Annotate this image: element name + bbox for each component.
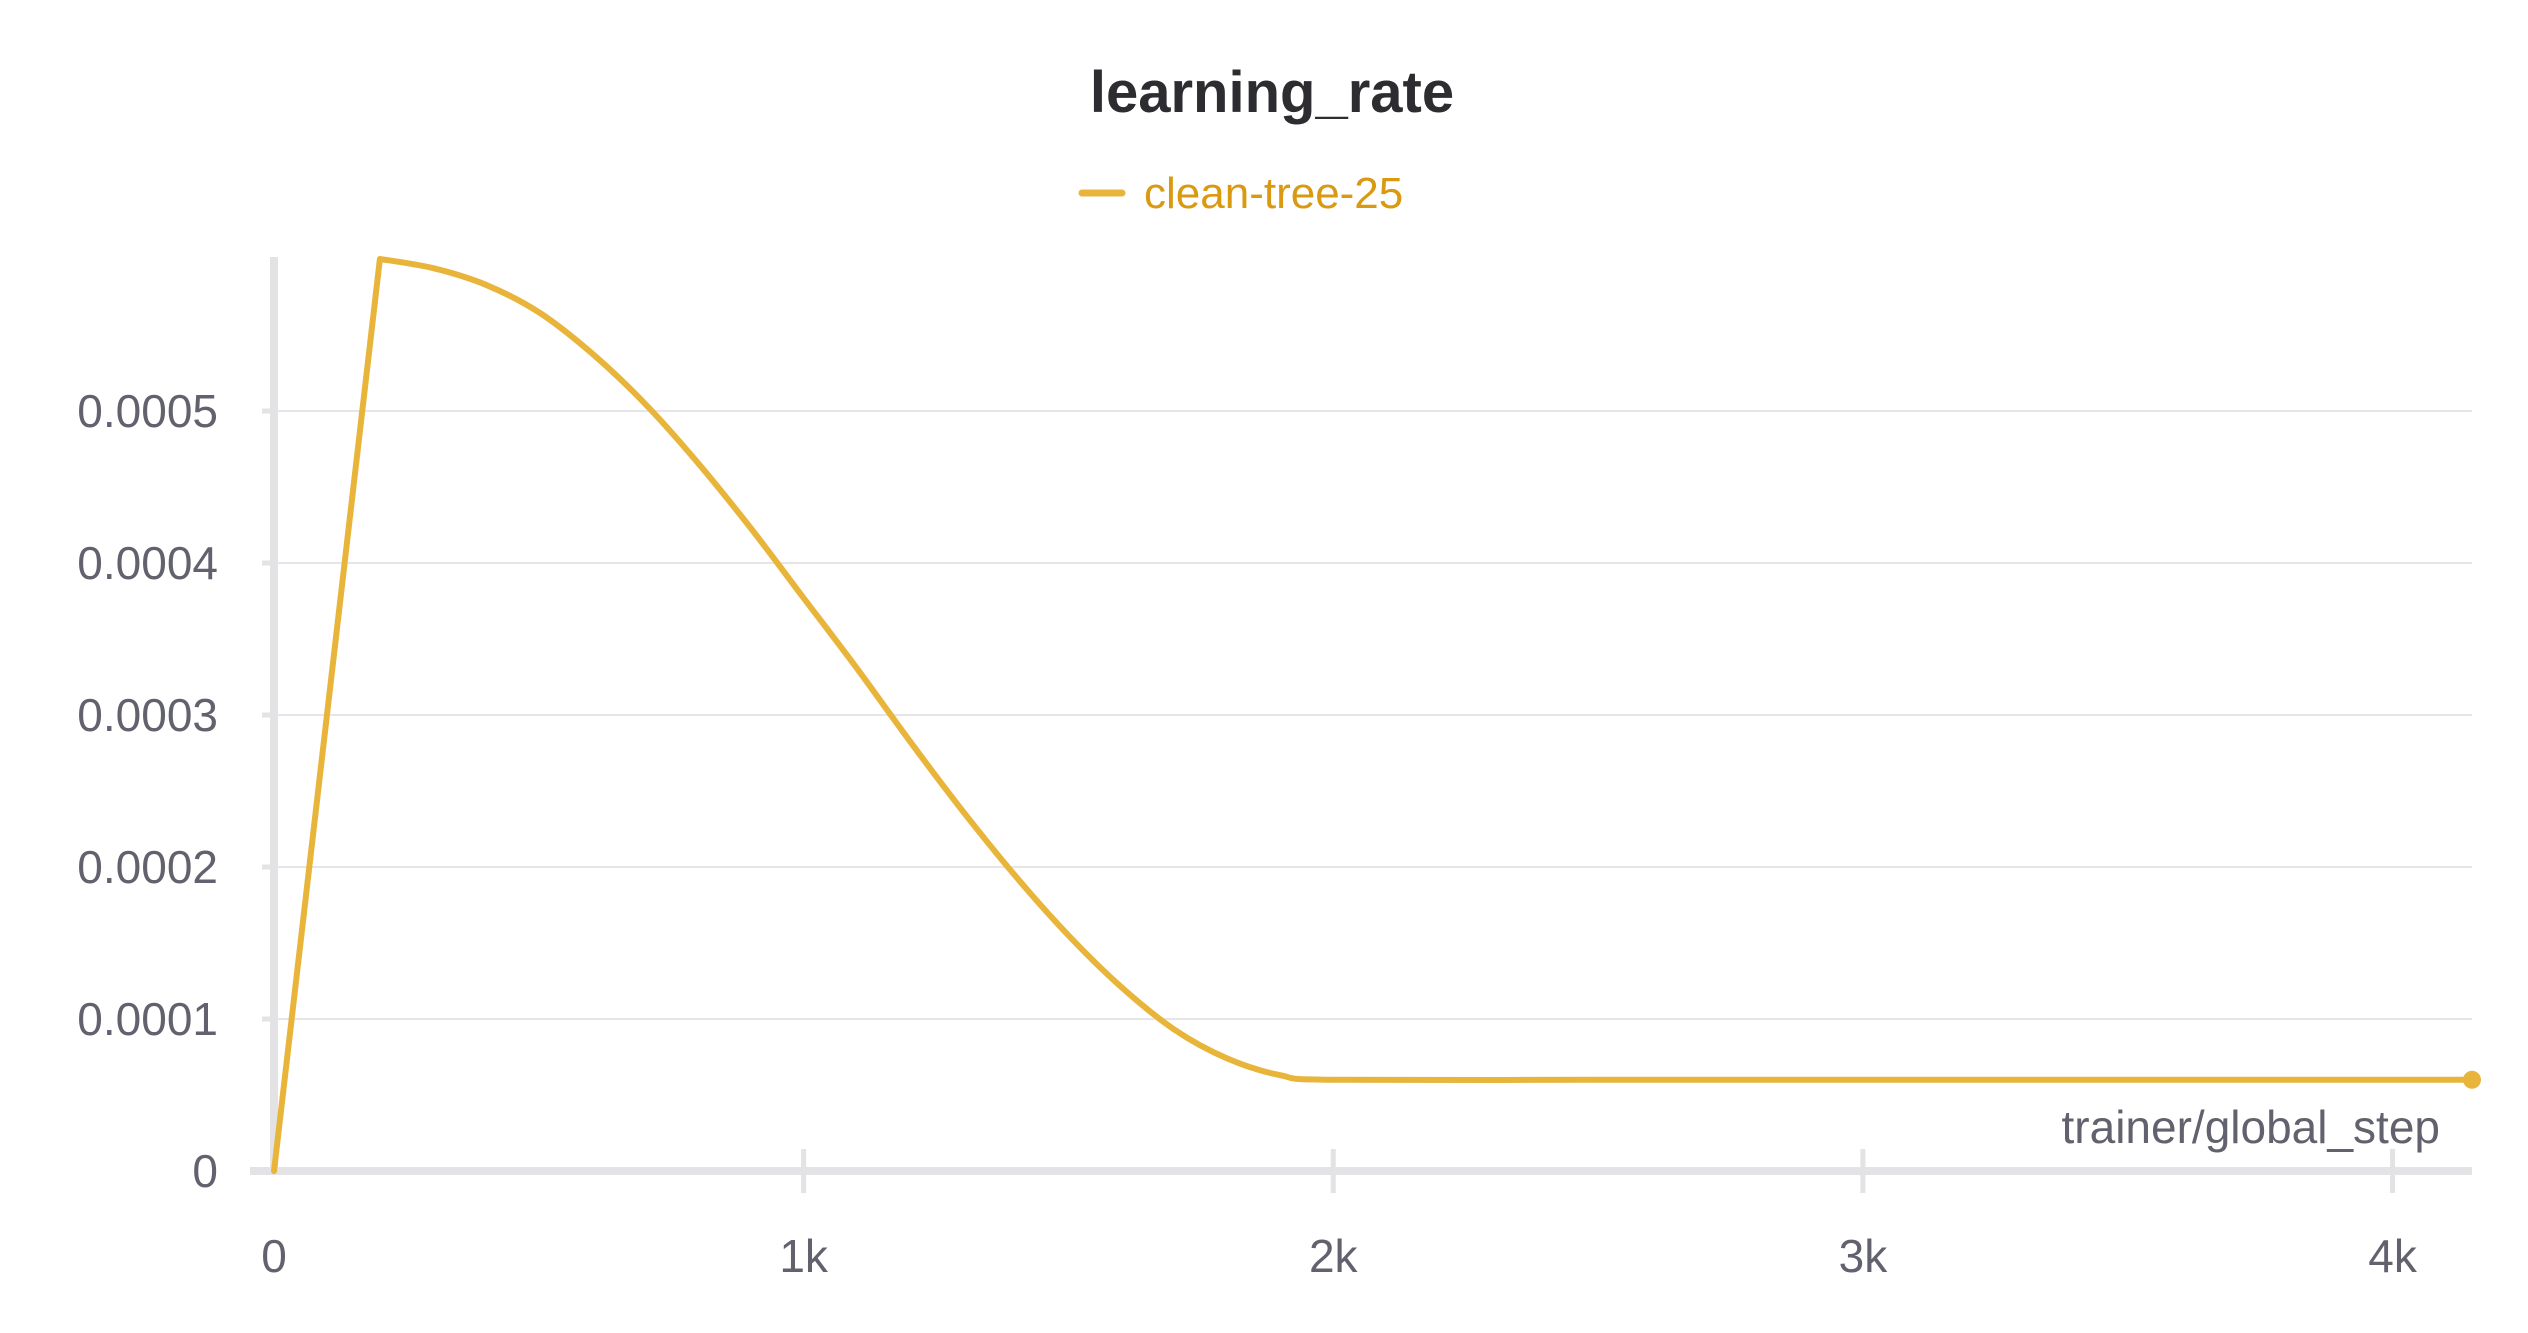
x-axis-title: trainer/global_step	[2062, 1101, 2440, 1153]
y-tick-label: 0.0002	[77, 841, 218, 893]
legend-label-clean-tree-25[interactable]: clean-tree-25	[1144, 169, 1403, 218]
x-tick-label: 4k	[2368, 1230, 2418, 1282]
series-endpoint-marker[interactable]	[2463, 1070, 2481, 1089]
series-line-clean-tree-25[interactable]	[271, 256, 2475, 1174]
series-layer	[271, 256, 2481, 1174]
legend[interactable]: clean-tree-25	[1078, 169, 1403, 218]
grid-layer	[274, 410, 2472, 1020]
y-tick-label: 0.0001	[77, 993, 218, 1045]
axes-layer	[250, 257, 2472, 1193]
labels-layer: 0 0.0001 0.0002 0.0003 0.0004 0.0005 0 1k 2k 3k 4k	[77, 385, 2418, 1282]
x-tick-label: 1k	[779, 1230, 829, 1282]
x-tick-label: 3k	[1839, 1230, 1889, 1282]
y-tick-label: 0.0005	[77, 385, 218, 437]
y-tick-label: 0	[192, 1145, 218, 1197]
x-tick-label: 2k	[1309, 1230, 1359, 1282]
y-tick-label: 0.0004	[77, 537, 218, 589]
chart-title: learning_rate	[1090, 60, 1454, 125]
y-tick-label: 0.0003	[77, 689, 218, 741]
x-tick-label: 0	[261, 1230, 287, 1282]
